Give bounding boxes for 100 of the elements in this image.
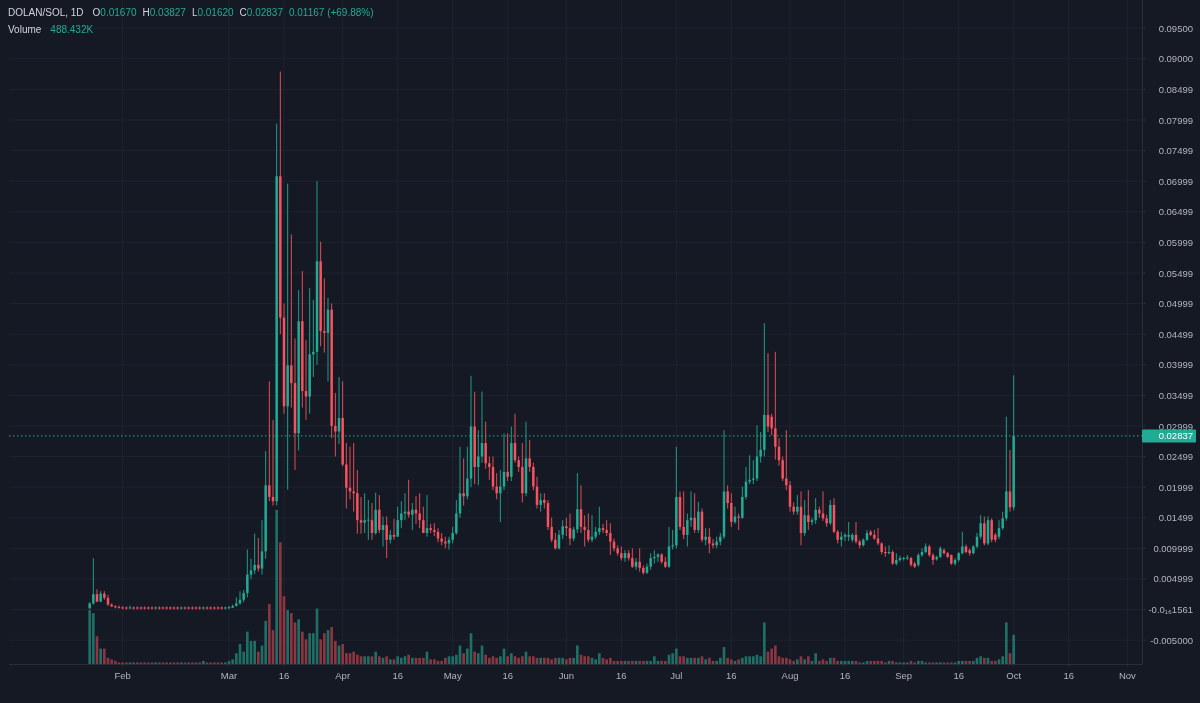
bar: [697, 657, 700, 664]
bar: [880, 660, 883, 664]
bar: [407, 654, 410, 664]
candlestick: [363, 492, 366, 534]
x-tick-label: 16: [392, 669, 403, 681]
candlestick: [422, 506, 425, 534]
y-tick-label: -0.0₁₆1561: [1148, 604, 1193, 616]
bar: [257, 651, 260, 664]
candlestick: [396, 506, 399, 538]
candlestick: [814, 497, 817, 525]
y-tick-label: 0.01999: [1158, 481, 1193, 493]
bar: [565, 659, 568, 664]
bar: [400, 657, 403, 664]
candlestick: [139, 606, 143, 610]
candlestick: [726, 484, 729, 510]
bar: [763, 622, 766, 664]
bar: [836, 660, 839, 664]
bar: [275, 510, 278, 664]
bar: [378, 656, 381, 664]
bar: [917, 660, 920, 664]
x-tick-label: 16: [953, 669, 964, 681]
bar: [1012, 634, 1015, 664]
y-tick-label: 0.004999: [1153, 573, 1193, 585]
candlestick: [385, 516, 388, 559]
candlestick: [345, 442, 348, 510]
bar: [297, 619, 300, 664]
bar: [356, 654, 359, 664]
bar: [785, 657, 788, 664]
candlestick: [484, 421, 487, 470]
bar: [88, 610, 91, 664]
bar: [433, 659, 436, 664]
candlestick: [796, 494, 799, 516]
y-tick-label: 0.07999: [1158, 114, 1193, 126]
x-tick-label: Jun: [558, 669, 574, 681]
bar: [796, 659, 799, 664]
annotation: H0.03827: [142, 6, 187, 18]
y-tick-label: 0.08499: [1158, 83, 1193, 95]
bar: [752, 656, 755, 664]
x-tick-label: 16: [1063, 669, 1074, 681]
bar: [990, 660, 993, 664]
x-tick-label: Mar: [220, 669, 238, 681]
bar: [616, 660, 619, 664]
bar: [374, 651, 377, 664]
y-tick-label: 0.009999: [1153, 542, 1193, 554]
candlestick: [334, 392, 337, 457]
bar: [488, 657, 491, 664]
y-tick-label: 0.07499: [1158, 145, 1193, 157]
bar: [92, 613, 95, 664]
bar: [748, 656, 751, 664]
candlestick: [268, 380, 271, 502]
x-tick-label: 16: [726, 669, 737, 681]
bar: [554, 657, 557, 664]
y-tick-label: 0.06999: [1158, 175, 1193, 187]
candlestick: [411, 502, 414, 531]
bar: [440, 660, 443, 664]
bar: [891, 660, 894, 664]
bar: [660, 660, 663, 664]
bar: [818, 660, 821, 664]
candlestick: [352, 442, 355, 513]
y-tick-label: 0.02499: [1158, 451, 1193, 463]
x-tick-label: 16: [839, 669, 851, 681]
bar: [510, 653, 513, 664]
x-tick-label: 16: [502, 669, 513, 681]
bar: [803, 659, 806, 664]
bar: [495, 657, 498, 664]
bar: [422, 657, 425, 664]
candlestick: [253, 533, 256, 575]
bar: [444, 657, 447, 664]
candlestick: [682, 490, 685, 540]
candlestick: [183, 606, 187, 610]
bar: [583, 656, 586, 664]
bar: [363, 656, 366, 664]
bar: [561, 657, 564, 664]
candlestick: [906, 554, 909, 561]
x-tick-label: Apr: [335, 669, 351, 681]
bar: [473, 651, 476, 664]
bar: [279, 542, 282, 664]
bar: [682, 656, 685, 664]
bar: [268, 603, 271, 664]
bar: [638, 660, 641, 664]
candlestick: [92, 557, 95, 606]
bar: [330, 627, 333, 664]
chart-title: Volume: [8, 23, 42, 35]
bar: [103, 648, 106, 664]
bar: [202, 660, 205, 664]
bar: [367, 656, 370, 664]
y-tick-label: -0.005000: [1150, 634, 1193, 646]
bar: [605, 659, 608, 664]
bar: [726, 657, 729, 664]
y-tick-label: 0.03499: [1158, 389, 1193, 401]
bar: [693, 657, 696, 664]
bar: [462, 653, 465, 664]
x-tick-label: Sep: [895, 669, 913, 681]
bar: [708, 657, 711, 664]
bar: [308, 633, 311, 664]
bar: [957, 660, 960, 664]
x-tick-label: 16: [278, 669, 290, 681]
candlestick: [407, 479, 410, 519]
bar: [517, 657, 520, 664]
bar: [972, 660, 975, 664]
